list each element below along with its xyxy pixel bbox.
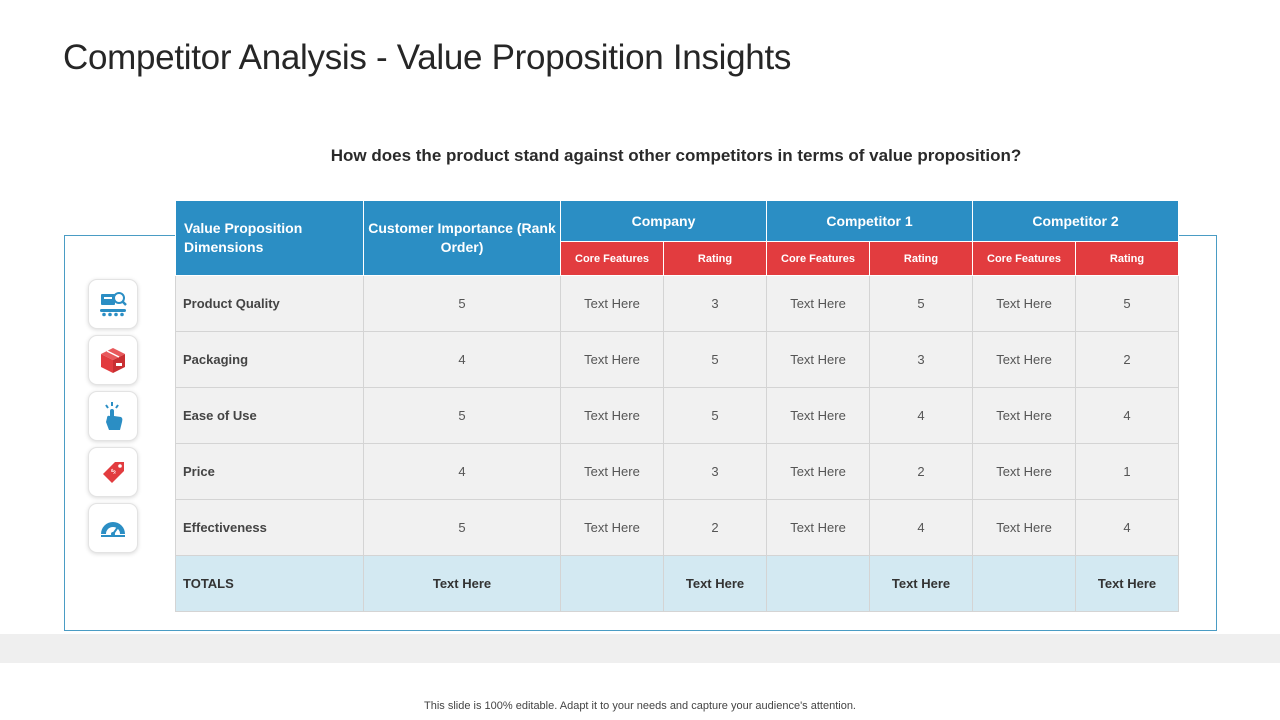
competitor-1-core-cell: Text Here: [766, 331, 871, 388]
competitor-1-core-cell: Text Here: [766, 499, 871, 556]
table-row: Effectiveness 5 Text Here 2 Text Here 4 …: [175, 499, 1180, 556]
company-rating-cell: 5: [662, 331, 768, 388]
competitor-2-core-cell: Text Here: [972, 443, 1077, 500]
importance-cell: 4: [363, 443, 561, 500]
quality-inspection-icon: [88, 279, 138, 329]
competitor-1-rating-cell: 3: [869, 331, 974, 388]
price-tag-icon: $: [88, 447, 138, 497]
company-rating-cell: 3: [662, 443, 768, 500]
row-label: Ease of Use: [175, 387, 364, 444]
competitor-2-rating-cell: 5: [1075, 275, 1180, 332]
competitor-1-core-cell: Text Here: [766, 387, 871, 444]
company-core-cell: Text Here: [560, 443, 664, 500]
company-rating-cell: 5: [662, 387, 768, 444]
company-core-cell: Text Here: [560, 275, 664, 332]
svg-text:$: $: [109, 467, 118, 476]
competitor-1-rating-cell: 5: [869, 275, 974, 332]
subheader-core-features: Core Features: [766, 241, 871, 276]
value-proposition-table: Value Proposition Dimensions Customer Im…: [175, 200, 1180, 612]
competitor-2-core-cell: Text Here: [972, 499, 1077, 556]
hand-tap-icon: [88, 391, 138, 441]
header-competitor-1: Competitor 1: [766, 200, 974, 242]
totals-importance-cell: Text Here: [363, 555, 561, 612]
subheader-core-features: Core Features: [972, 241, 1077, 276]
header-dimensions: Value Proposition Dimensions: [175, 200, 364, 276]
footer-note: This slide is 100% editable. Adapt it to…: [424, 700, 856, 712]
totals-competitor-1-core-cell: [766, 555, 871, 612]
row-label: Packaging: [175, 331, 364, 388]
company-core-cell: Text Here: [560, 331, 664, 388]
company-core-cell: Text Here: [560, 499, 664, 556]
company-core-cell: Text Here: [560, 387, 664, 444]
table-row: Price 4 Text Here 3 Text Here 2 Text Her…: [175, 443, 1180, 500]
totals-row: TOTALS Text Here Text Here Text Here Tex…: [175, 555, 1180, 612]
competitor-2-rating-cell: 2: [1075, 331, 1180, 388]
competitor-1-core-cell: Text Here: [766, 443, 871, 500]
competitor-2-rating-cell: 4: [1075, 387, 1180, 444]
competitor-1-rating-cell: 4: [869, 499, 974, 556]
competitor-2-core-cell: Text Here: [972, 387, 1077, 444]
header-competitor-2: Competitor 2: [972, 200, 1180, 242]
speedometer-icon: [88, 503, 138, 553]
subheader-core-features: Core Features: [560, 241, 664, 276]
page-title: Competitor Analysis - Value Proposition …: [63, 38, 792, 77]
table-row: Ease of Use 5 Text Here 5 Text Here 4 Te…: [175, 387, 1180, 444]
totals-company-core-cell: [560, 555, 664, 612]
competitor-2-rating-cell: 1: [1075, 443, 1180, 500]
row-label: Price: [175, 443, 364, 500]
company-rating-cell: 3: [662, 275, 768, 332]
subheader-rating: Rating: [869, 241, 974, 276]
totals-label: TOTALS: [175, 555, 364, 612]
package-box-icon: [88, 335, 138, 385]
importance-cell: 5: [363, 275, 561, 332]
dimension-icons: $: [88, 279, 140, 559]
competitor-1-core-cell: Text Here: [766, 275, 871, 332]
footer-band: [0, 634, 1280, 663]
table-row: Packaging 4 Text Here 5 Text Here 3 Text…: [175, 331, 1180, 388]
totals-competitor-2-core-cell: [972, 555, 1077, 612]
subheader-rating: Rating: [662, 241, 768, 276]
header-company: Company: [559, 200, 768, 242]
competitor-2-core-cell: Text Here: [972, 331, 1077, 388]
totals-competitor-1-rating-cell: Text Here: [869, 555, 974, 612]
header-customer-importance: Customer Importance (Rank Order): [363, 200, 561, 276]
row-label: Product Quality: [175, 275, 364, 332]
competitor-1-rating-cell: 2: [869, 443, 974, 500]
importance-cell: 4: [363, 331, 561, 388]
importance-cell: 5: [363, 387, 561, 444]
totals-company-rating-cell: Text Here: [662, 555, 768, 612]
competitor-1-rating-cell: 4: [869, 387, 974, 444]
page-subtitle: How does the product stand against other…: [330, 146, 1022, 165]
competitor-2-core-cell: Text Here: [972, 275, 1077, 332]
company-rating-cell: 2: [662, 499, 768, 556]
subheader-rating: Rating: [1075, 241, 1180, 276]
competitor-2-rating-cell: 4: [1075, 499, 1180, 556]
importance-cell: 5: [363, 499, 561, 556]
row-label: Effectiveness: [175, 499, 364, 556]
totals-competitor-2-rating-cell: Text Here: [1075, 555, 1180, 612]
table-row: Product Quality 5 Text Here 3 Text Here …: [175, 275, 1180, 332]
